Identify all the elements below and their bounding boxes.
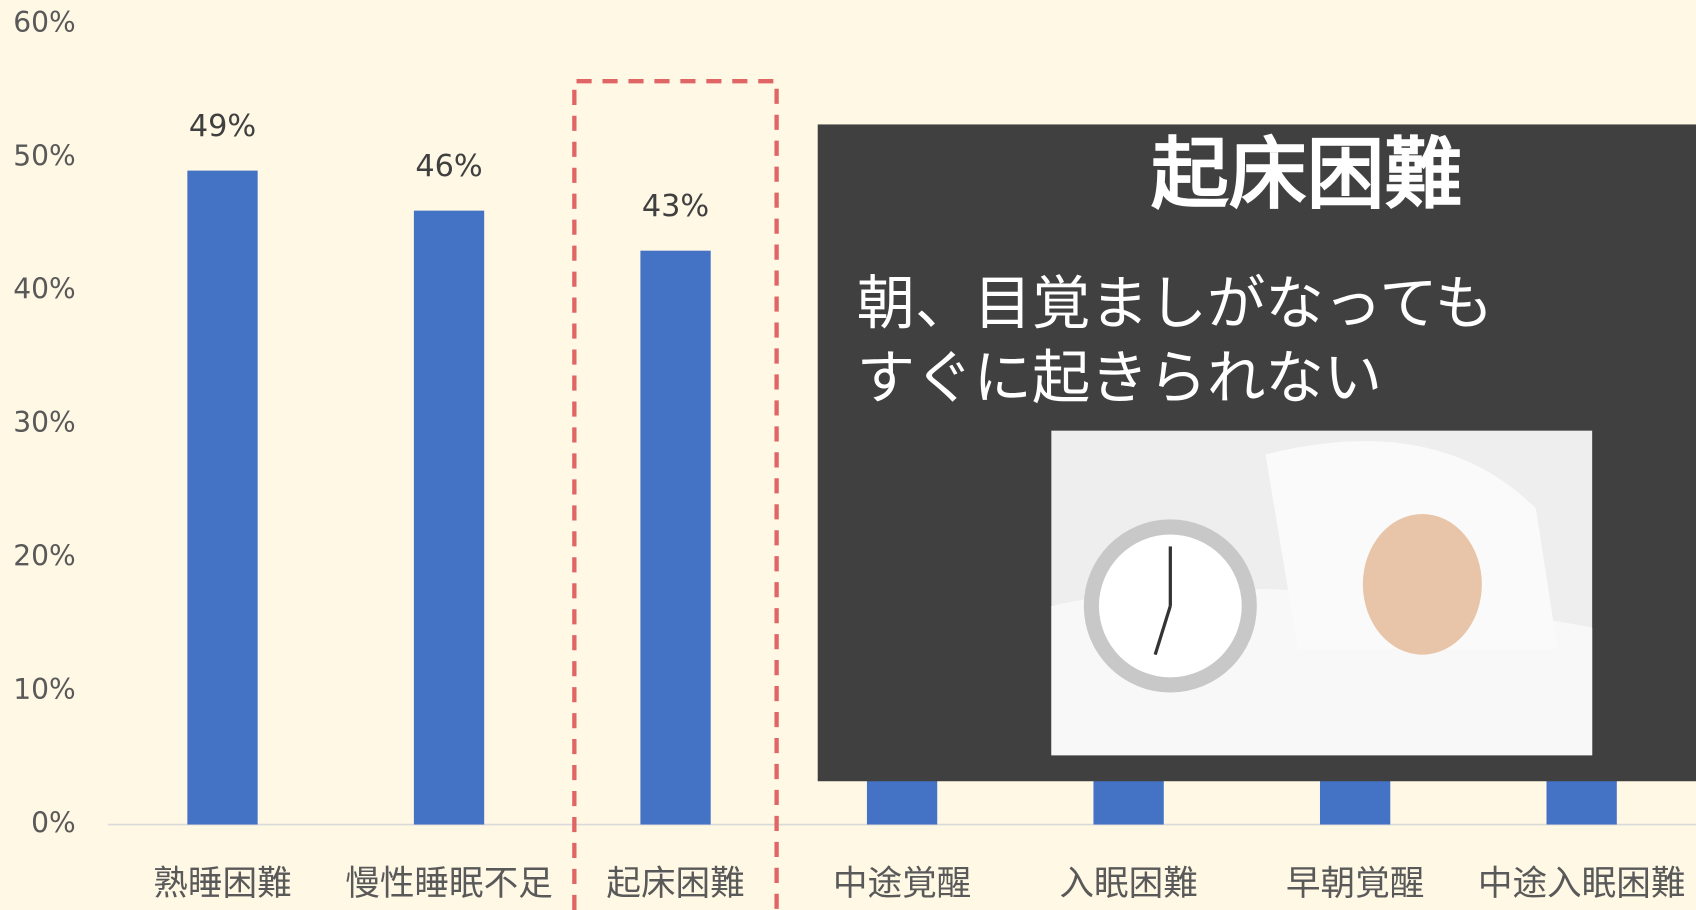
y-tick-label: 60% xyxy=(13,6,75,39)
photo-face xyxy=(1362,513,1482,655)
x-tick-label: 入眠困難 xyxy=(1059,864,1197,904)
data-label: 43% xyxy=(642,189,709,224)
x-tick-label: 中途覚醒 xyxy=(833,864,971,904)
bar xyxy=(187,170,258,825)
y-tick-label: 50% xyxy=(13,139,75,172)
photo xyxy=(1051,430,1593,756)
x-tick-label: 慢性睡眠不足 xyxy=(345,864,553,904)
y-tick-label: 20% xyxy=(13,540,75,573)
bar xyxy=(413,210,485,825)
x-tick-label: 早朝覚醒 xyxy=(1286,864,1424,904)
callout-text: すぐに起きられない xyxy=(857,344,1383,412)
bar xyxy=(640,250,711,825)
x-tick-label: 熟睡困難 xyxy=(153,864,291,904)
y-tick-label: 30% xyxy=(13,406,75,439)
data-label: 46% xyxy=(415,149,482,184)
photo-clock-hand xyxy=(1153,605,1172,656)
y-tick-label: 40% xyxy=(13,273,75,306)
y-tick-label: 10% xyxy=(13,673,75,706)
callout-title: 起床困難 xyxy=(1151,130,1462,220)
y-tick-label: 0% xyxy=(31,807,76,840)
callout-text: 朝、目覚ましがなっても xyxy=(857,269,1494,337)
callout: 起床困難 朝、目覚ましがなっても すぐに起きられない xyxy=(817,124,1696,782)
data-label: 49% xyxy=(189,109,256,144)
x-tick-label: 起床困難 xyxy=(606,864,744,904)
x-tick-label: 中途入眠困難 xyxy=(1478,864,1686,904)
